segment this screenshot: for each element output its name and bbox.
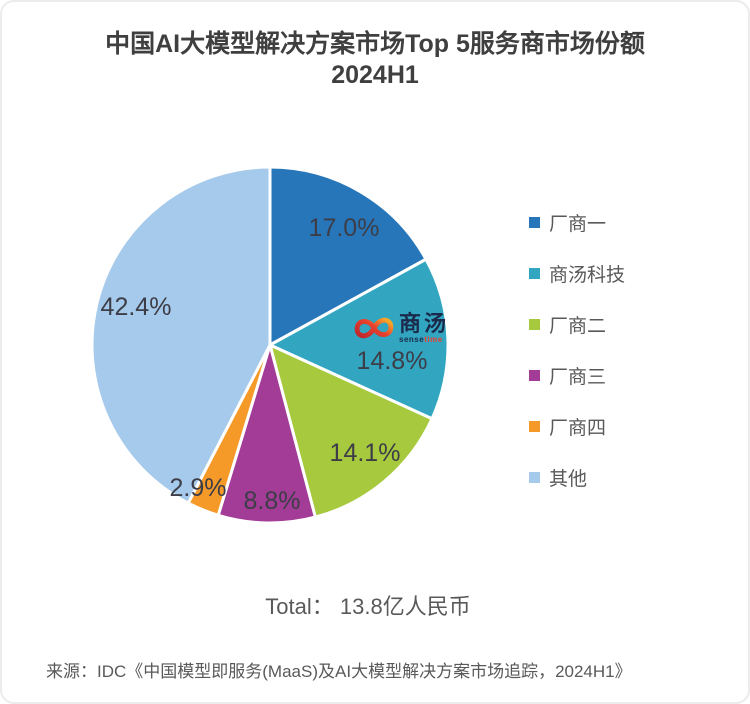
legend-swatch-icon — [529, 471, 540, 483]
sensetime-logo-text: 商汤 sensetime — [399, 310, 450, 344]
sensetime-logo-cn: 商汤 — [399, 310, 450, 336]
legend-label: 商汤科技 — [549, 264, 626, 286]
chart-title: 中国AI大模型解决方案市场Top 5服务商市场份额 2024H1 — [2, 29, 748, 91]
pie-slice-label-4: 8.8% — [244, 487, 301, 515]
sensetime-logo: 商汤 sensetime — [352, 312, 449, 344]
pie-slice-label-5: 2.9% — [170, 474, 227, 502]
pie-slice-2 — [268, 257, 450, 421]
sensetime-swirl-icon — [354, 317, 394, 339]
pie-slice-label-1: 17.0% — [309, 214, 380, 242]
legend-label: 厂商四 — [549, 417, 607, 439]
legend-item-6: 其他 — [529, 466, 625, 490]
legend-swatch-icon — [529, 420, 540, 432]
legend-label: 厂商二 — [549, 315, 607, 337]
pie-slice-6 — [90, 165, 272, 505]
legend-item-3: 厂商二 — [529, 313, 625, 337]
sensetime-logo-en: sensetime — [399, 334, 443, 344]
total-label: Total： 13.8亿人民币 — [265, 594, 471, 619]
logo-en-sense: sense — [399, 334, 425, 344]
legend-swatch-icon — [529, 216, 540, 228]
legend-swatch-icon — [529, 369, 540, 381]
pie-slice-1 — [268, 165, 428, 347]
source-text: 来源：IDC《中国模型即服务(MaaS)及AI大模型解决方案市场追踪，2024H… — [46, 662, 632, 681]
legend-item-4: 厂商三 — [529, 364, 625, 388]
chart-title-line1: 中国AI大模型解决方案市场Top 5服务商市场份额 — [105, 30, 645, 58]
legend-swatch-icon — [529, 318, 540, 330]
chart-title-line2: 2024H1 — [331, 61, 419, 89]
legend-label: 其他 — [549, 468, 588, 490]
legend-label: 厂商一 — [549, 213, 607, 235]
logo-en-time: time — [424, 334, 443, 344]
pie-slice-label-3: 14.1% — [330, 439, 401, 467]
legend-label: 厂商三 — [549, 366, 607, 388]
legend-item-1: 厂商一 — [529, 211, 625, 235]
legend: 厂商一商汤科技厂商二厂商三厂商四其他 — [529, 211, 626, 490]
pie-slice-label-6: 42.4% — [101, 293, 172, 321]
legend-item-2: 商汤科技 — [529, 262, 626, 286]
legend-swatch-icon — [529, 267, 540, 279]
pie-slice-4 — [216, 343, 317, 525]
pie-slice-3 — [268, 343, 434, 519]
pie-slice-label-2: 14.8% — [357, 347, 428, 375]
legend-item-5: 厂商四 — [529, 415, 625, 439]
